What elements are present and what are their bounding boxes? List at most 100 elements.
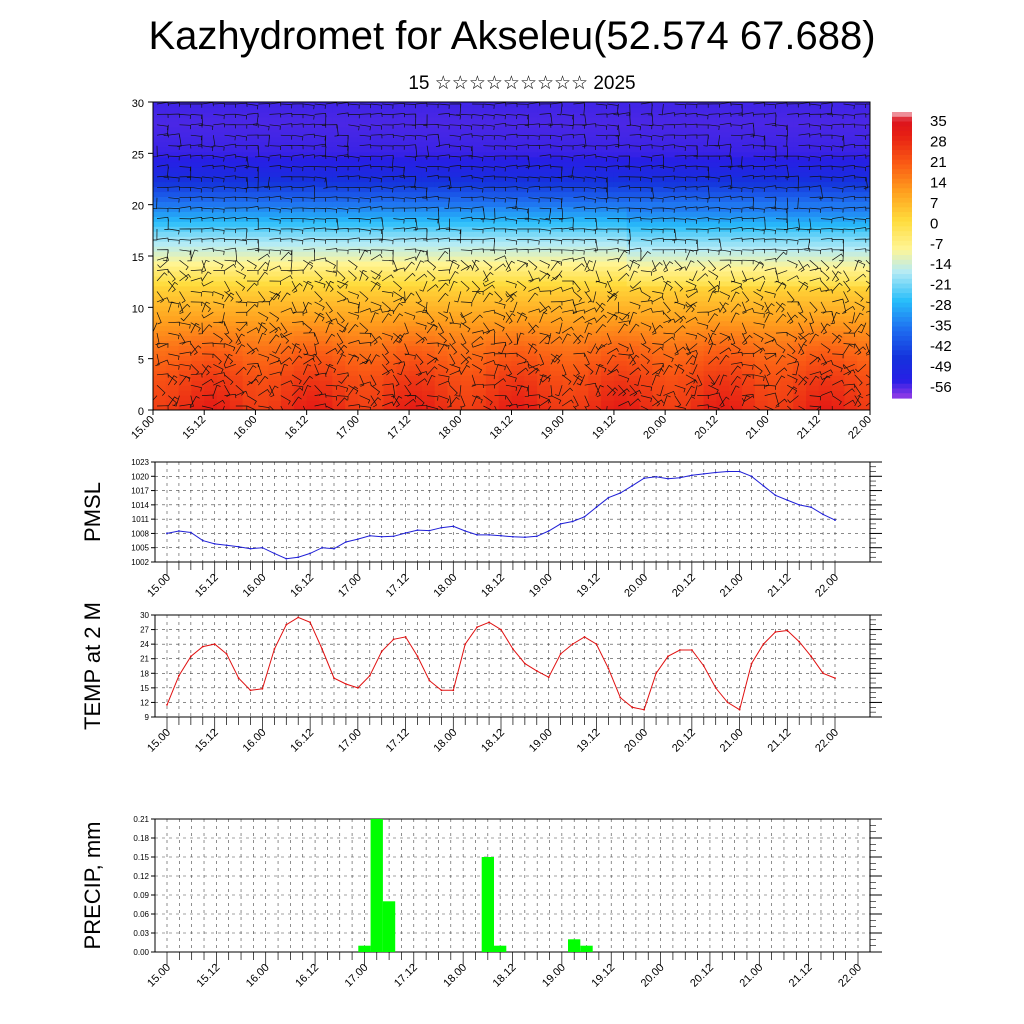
heatmap-cell: [191, 340, 205, 347]
wind-barb: [312, 343, 317, 356]
heatmap-cell: [767, 340, 781, 347]
heatmap-cell: [716, 136, 730, 143]
heatmap-cell: [409, 295, 423, 302]
heatmap-cell: [601, 310, 615, 317]
heatmap-cell: [191, 141, 205, 148]
wind-barb: [472, 176, 484, 183]
heatmap-cell: [255, 201, 269, 207]
heatmap-cell: [178, 171, 192, 178]
wind-barb: [389, 249, 394, 262]
heatmap-cell: [370, 201, 385, 207]
heatmap-cell: [485, 121, 500, 128]
heatmap-cell: [460, 166, 474, 173]
heatmap-cell: [665, 380, 679, 386]
wind-barb: [674, 325, 686, 334]
wind-barb: [820, 259, 830, 271]
wind-barb: [539, 399, 552, 407]
heatmap-cell: [613, 300, 628, 307]
heatmap-cell: [754, 280, 769, 287]
heatmap-cell: [396, 251, 410, 257]
heatmap-cell: [165, 340, 180, 347]
wind-barb: [753, 249, 765, 254]
heatmap-cell: [281, 340, 295, 347]
wind-barb: [798, 322, 804, 335]
wind-barb: [685, 196, 698, 201]
heatmap-cell: [447, 166, 461, 173]
heatmap-cell: [242, 176, 256, 183]
heatmap-cell: [613, 191, 628, 197]
heatmap-cell: [345, 275, 359, 282]
heatmap-cell: [652, 365, 666, 371]
heatmap-cell: [332, 330, 346, 337]
wind-barb: [438, 312, 449, 322]
heatmap-cell: [729, 216, 743, 222]
heatmap-cell: [549, 270, 564, 277]
wind-barb: [483, 374, 495, 380]
heatmap-cell: [498, 191, 513, 197]
wind-barb: [539, 248, 552, 253]
heatmap-cell: [229, 365, 244, 371]
heatmap-cell: [178, 196, 192, 202]
heatmap-cell: [345, 280, 359, 287]
wind-barb: [269, 322, 278, 334]
heatmap-cell: [601, 375, 615, 381]
heatmap-cell: [537, 191, 551, 197]
heatmap-cell: [818, 380, 833, 386]
heatmap-cell: [754, 102, 769, 108]
heatmap-cell: [293, 265, 308, 272]
heatmap-cell: [626, 370, 641, 376]
wind-barb: [629, 270, 638, 282]
heatmap-cell: [242, 295, 256, 302]
heatmap-cell: [383, 350, 397, 356]
heatmap-cell: [255, 221, 269, 227]
wind-barb: [348, 353, 360, 362]
heatmap-cell: [473, 400, 487, 406]
heatmap-cell: [255, 270, 269, 277]
heatmap-cell: [345, 305, 359, 312]
heatmap-cell: [818, 151, 833, 158]
heatmap-cell: [204, 295, 218, 302]
heatmap-cell: [754, 241, 769, 247]
heatmap-cell: [421, 216, 436, 222]
heatmap-cell: [229, 305, 244, 312]
wind-barb: [224, 186, 236, 192]
heatmap-cell: [703, 102, 717, 108]
heatmap-cell: [806, 126, 820, 133]
heatmap-cell: [229, 325, 244, 332]
heatmap-cell: [191, 395, 205, 401]
heatmap-cell: [421, 131, 436, 138]
heatmap-cell: [498, 116, 513, 123]
heatmap-cell: [421, 380, 436, 386]
heatmap-cell: [460, 226, 474, 232]
heatmap-cell: [588, 201, 602, 207]
wind-barb: [820, 375, 831, 386]
wind-barb: [156, 405, 169, 410]
wind-barb: [336, 298, 350, 303]
wind-barb: [741, 334, 753, 344]
wind-barb: [539, 197, 551, 202]
heatmap-cell: [831, 390, 845, 396]
heatmap-cell: [165, 295, 180, 302]
heatmap-cell: [639, 246, 653, 252]
heatmap-cell: [729, 186, 743, 193]
heatmap-cell: [742, 126, 756, 133]
wind-barb: [595, 197, 608, 203]
heatmap-cell: [767, 325, 781, 332]
heatmap-cell: [601, 151, 615, 158]
heatmap-cell: [153, 295, 167, 302]
heatmap-cell: [370, 340, 385, 347]
heatmap-cell: [511, 251, 525, 257]
heatmap-cell: [703, 370, 717, 376]
wind-barb: [550, 227, 563, 233]
wind-barb: [190, 277, 203, 282]
wind-barb: [438, 237, 451, 242]
wind-barb: [310, 187, 316, 199]
heatmap-cell: [421, 171, 436, 178]
heatmap-cell: [204, 141, 218, 148]
heatmap-cell: [293, 280, 308, 287]
wind-barb: [413, 218, 418, 231]
heatmap-cell: [524, 146, 538, 153]
heatmap-cell: [716, 221, 730, 227]
heatmap-cell: [485, 236, 500, 242]
heatmap-cell: [383, 186, 397, 193]
